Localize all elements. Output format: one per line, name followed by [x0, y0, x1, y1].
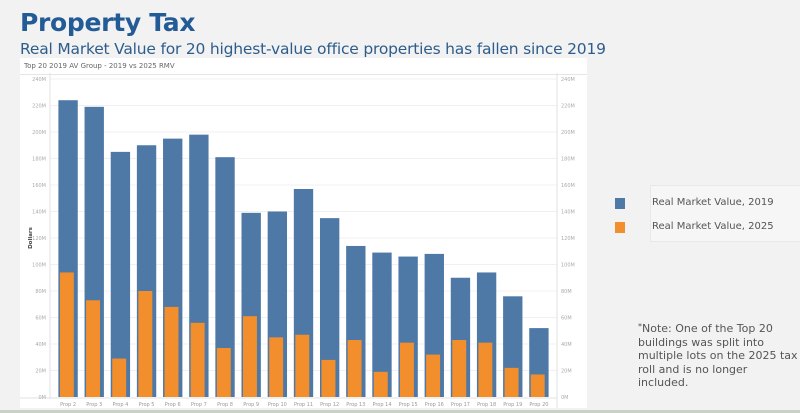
bar-2019: [110, 151, 131, 397]
bar-2025: [164, 306, 179, 397]
bar-2025: [452, 340, 467, 397]
bar-2025: [478, 342, 493, 397]
legend-swatch-2019: [615, 198, 625, 209]
x-tick-label: Prop 16: [425, 402, 444, 408]
legend-item-2019[interactable]: Real Market Value, 2019: [610, 197, 800, 212]
x-tick-label: Prop 15: [399, 402, 418, 408]
bar-2025: [112, 358, 127, 397]
legend-item-2025[interactable]: Real Market Value, 2025: [610, 221, 800, 236]
y-tick-label-left: 80M: [35, 289, 46, 295]
axis-labels: 0M 0M 20M 20M 40M 40M 60M 60M 80M 80M 100M 100M 120M…: [28, 77, 575, 408]
bar-2025: [426, 354, 441, 397]
y-tick-label-left: 20M: [35, 369, 46, 375]
y-tick-label-left: 0M: [39, 395, 47, 401]
y-tick-label-right: 120M: [561, 236, 575, 242]
x-tick-label: Prop 19: [503, 402, 522, 408]
y-tick-label-right: 200M: [561, 130, 575, 136]
page-title: Property Tax: [20, 8, 196, 37]
footnote-asterisk: *: [638, 322, 642, 331]
x-tick-label: Prop 6: [165, 402, 181, 408]
y-tick-label-left: 60M: [35, 316, 46, 322]
bar-2025: [216, 347, 231, 397]
x-tick-label: Prop 2: [60, 402, 76, 408]
y-tick-label-left: 40M: [35, 342, 46, 348]
bar-2025: [86, 300, 100, 397]
footnote-text: Note: One of the Top 20 buildings was sp…: [638, 322, 798, 389]
x-tick-label: Prop 11: [294, 402, 313, 408]
bar-2025: [399, 342, 414, 397]
y-tick-label-left: 220M: [32, 104, 46, 110]
x-tick-label: Prop 14: [372, 402, 391, 408]
legend-label-2025: Real Market Value, 2025: [652, 221, 774, 232]
legend-box: [650, 185, 800, 242]
bar-2019: [372, 252, 392, 397]
y-tick-label-right: 0M: [561, 395, 569, 401]
y-tick-label-right: 240M: [561, 77, 575, 83]
bar-2025: [373, 371, 388, 397]
y-tick-label-right: 160M: [561, 183, 575, 189]
bar-2025: [138, 291, 153, 397]
bar-2025: [347, 340, 362, 397]
bar-2025: [295, 334, 310, 397]
y-tick-label-right: 100M: [561, 263, 575, 269]
y-tick-label-left: 100M: [32, 263, 46, 269]
x-tick-label: Prop 20: [529, 402, 548, 408]
y-tick-label-left: 180M: [32, 157, 46, 163]
page-subtitle: Real Market Value for 20 highest-value o…: [20, 40, 606, 58]
y-tick-label-right: 60M: [561, 316, 572, 322]
bar-2025: [269, 337, 284, 397]
bar-2025: [530, 374, 545, 397]
x-tick-label: Prop 13: [346, 402, 365, 408]
y-tick-label-right: 220M: [561, 104, 575, 110]
x-tick-label: Prop 7: [191, 402, 207, 408]
x-tick-label: Prop 18: [477, 402, 496, 408]
y-tick-label-left: 240M: [32, 77, 46, 83]
x-tick-label: Prop 9: [243, 402, 259, 408]
y-tick-label-left: 200M: [32, 130, 46, 136]
bar-2019: [215, 157, 235, 397]
y-tick-label-right: 80M: [561, 289, 572, 295]
x-tick-label: Prop 8: [217, 402, 233, 408]
y-tick-label-left: 120M: [32, 236, 46, 242]
y-tick-label-right: 140M: [561, 210, 575, 216]
x-tick-label: Prop 5: [139, 402, 155, 408]
bar-2025: [504, 367, 519, 397]
y-tick-label-right: 180M: [561, 157, 575, 163]
bars: [58, 100, 549, 397]
y-tick-label-right: 20M: [561, 369, 572, 375]
x-tick-label: Prop 3: [86, 402, 102, 408]
y-tick-label-right: 40M: [561, 342, 572, 348]
chart-title: Top 20 2019 AV Group - 2019 vs 2025 RMV: [24, 62, 175, 70]
legend-label-2019: Real Market Value, 2019: [652, 197, 774, 208]
chart-panel: Top 20 2019 AV Group - 2019 vs 2025 RMV …: [20, 58, 587, 408]
bar-2025: [59, 272, 74, 397]
bar-2025: [243, 316, 257, 397]
axes: [20, 73, 558, 408]
legend-swatch-2025: [615, 222, 625, 233]
x-tick-label: Prop 17: [451, 402, 470, 408]
legend: Real Market Value, 2019 Real Market Valu…: [610, 185, 800, 242]
bar-2025: [321, 359, 336, 397]
y-tick-label-left: 140M: [32, 210, 46, 216]
x-tick-label: Prop 4: [112, 402, 128, 408]
x-tick-label: Prop 12: [320, 402, 339, 408]
y-axis-title: Dollars: [28, 226, 34, 249]
bar-2025: [190, 322, 205, 397]
bottom-border: [0, 410, 800, 413]
x-tick-label: Prop 10: [268, 402, 287, 408]
y-tick-label-left: 160M: [32, 183, 46, 189]
chart-title-divider: [20, 74, 587, 75]
bar-chart: 0M 0M 20M 20M 40M 40M 60M 60M 80M 80M 100M 100M 120M…: [20, 73, 575, 408]
footnote: *Note: One of the Top 20 buildings was s…: [638, 322, 798, 390]
bar-2019: [319, 218, 340, 397]
